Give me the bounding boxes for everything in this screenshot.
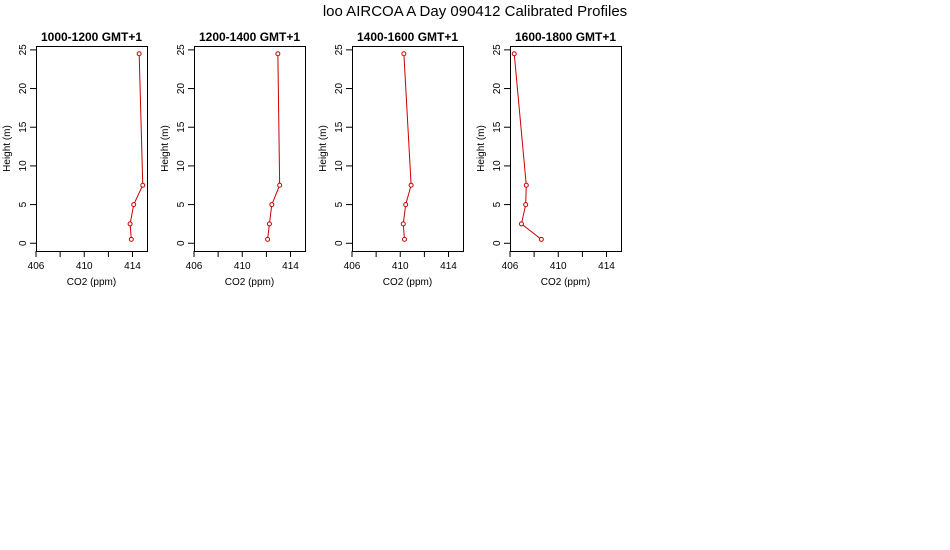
y-axis-label: Height (m) bbox=[2, 125, 13, 172]
panel-title: 1200-1400 GMT+1 bbox=[199, 30, 300, 44]
chart-panel-3: 1400-1600 GMT+1 406 410 414 0 5 10 15 20 25 CO2 (p… bbox=[318, 30, 464, 288]
data-point bbox=[523, 182, 529, 188]
data-point bbox=[403, 202, 409, 208]
data-point bbox=[136, 51, 142, 57]
x-tick-label: 410 bbox=[550, 261, 567, 272]
x-axis-label: CO2 (ppm) bbox=[225, 277, 274, 288]
y-tick-label: 15 bbox=[492, 121, 503, 133]
data-point bbox=[400, 221, 406, 227]
page-title: loo AIRCOA A Day 090412 Calibrated Profi… bbox=[322, 3, 628, 20]
plot-frame bbox=[510, 46, 622, 252]
data-point bbox=[131, 202, 137, 208]
y-tick-label: 25 bbox=[176, 44, 187, 56]
x-tick-label: 410 bbox=[234, 261, 251, 272]
y-tick-label: 20 bbox=[334, 83, 345, 95]
plot-frame bbox=[194, 46, 306, 252]
y-tick-label: 25 bbox=[492, 44, 503, 56]
data-point bbox=[266, 221, 272, 227]
data-point bbox=[277, 182, 283, 188]
y-tick-label: 10 bbox=[18, 160, 29, 172]
x-tick-label: 410 bbox=[392, 261, 409, 272]
chart-panel-4: 1600-1800 GMT+1 406 410 414 0 5 10 15 20 25 CO2 (p… bbox=[476, 30, 622, 288]
x-axis-label: CO2 (ppm) bbox=[67, 277, 116, 288]
data-point bbox=[401, 51, 407, 57]
y-tick-label: 20 bbox=[18, 83, 29, 95]
y-axis-label: Height (m) bbox=[476, 125, 487, 172]
x-tick-label: 406 bbox=[186, 261, 203, 272]
y-tick-label: 15 bbox=[176, 121, 187, 133]
series-line bbox=[129, 53, 144, 240]
y-tick-label: 0 bbox=[334, 240, 345, 246]
y-axis-label: Height (m) bbox=[318, 125, 329, 172]
data-point bbox=[523, 202, 529, 208]
series-line bbox=[402, 53, 412, 240]
x-tick-label: 410 bbox=[76, 261, 93, 272]
panel-title: 1600-1800 GMT+1 bbox=[515, 30, 616, 44]
y-tick-label: 20 bbox=[176, 83, 187, 95]
data-point bbox=[265, 236, 271, 242]
y-tick-label: 0 bbox=[176, 240, 187, 246]
plot-frame bbox=[36, 46, 148, 252]
x-tick-label: 406 bbox=[344, 261, 361, 272]
data-point bbox=[401, 236, 407, 242]
chart-panel-2: 1200-1400 GMT+1 406 410 414 0 5 10 15 20 25 CO2 (p… bbox=[160, 30, 306, 288]
panel-title: 1400-1600 GMT+1 bbox=[357, 30, 458, 44]
y-tick-label: 25 bbox=[334, 44, 345, 56]
x-axis-label: CO2 (ppm) bbox=[383, 277, 432, 288]
x-tick-label: 414 bbox=[124, 261, 141, 272]
y-tick-label: 5 bbox=[492, 201, 503, 207]
series-line bbox=[267, 53, 281, 240]
y-tick-label: 25 bbox=[18, 44, 29, 56]
data-point bbox=[511, 51, 517, 57]
data-point bbox=[127, 221, 133, 227]
y-tick-label: 5 bbox=[18, 201, 29, 207]
data-point bbox=[408, 182, 414, 188]
x-tick-label: 406 bbox=[502, 261, 519, 272]
x-tick-label: 414 bbox=[440, 261, 457, 272]
y-tick-label: 5 bbox=[334, 201, 345, 207]
data-point bbox=[269, 202, 275, 208]
data-point bbox=[518, 221, 524, 227]
series-line bbox=[513, 53, 542, 240]
y-tick-label: 0 bbox=[18, 240, 29, 246]
data-point bbox=[275, 51, 281, 57]
chart-panel-1: 1000-1200 GMT+1 406 410 414 0 5 10 15 20 25 CO2 (p… bbox=[2, 30, 148, 288]
panel-title: 1000-1200 GMT+1 bbox=[41, 30, 142, 44]
x-tick-label: 414 bbox=[598, 261, 615, 272]
y-tick-label: 15 bbox=[334, 121, 345, 133]
y-tick-label: 0 bbox=[492, 240, 503, 246]
y-axis-label: Height (m) bbox=[160, 125, 171, 172]
plot-frame bbox=[352, 46, 464, 252]
x-tick-label: 406 bbox=[28, 261, 45, 272]
y-tick-label: 5 bbox=[176, 201, 187, 207]
data-point bbox=[140, 182, 146, 188]
y-tick-label: 10 bbox=[492, 160, 503, 172]
data-point bbox=[128, 236, 134, 242]
y-tick-label: 10 bbox=[176, 160, 187, 172]
x-axis-label: CO2 (ppm) bbox=[541, 277, 590, 288]
y-tick-label: 10 bbox=[334, 160, 345, 172]
y-tick-label: 15 bbox=[18, 121, 29, 133]
data-point bbox=[538, 236, 544, 242]
y-tick-label: 20 bbox=[492, 83, 503, 95]
x-tick-label: 414 bbox=[282, 261, 299, 272]
